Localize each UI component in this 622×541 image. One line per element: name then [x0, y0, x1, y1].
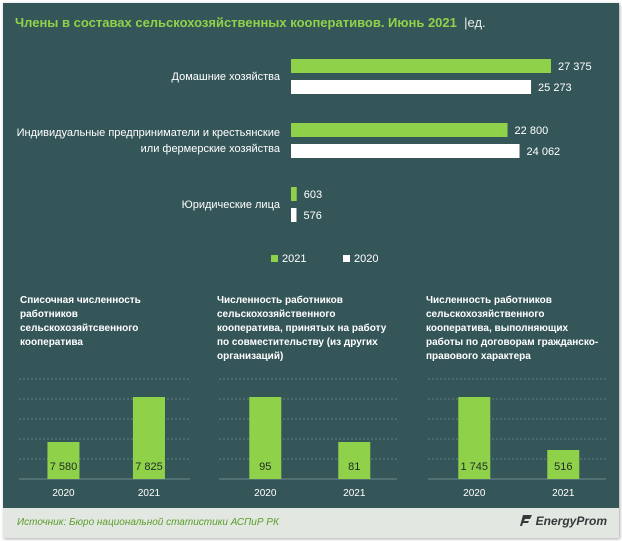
bar-2021-cat-2	[291, 187, 297, 201]
bar-2021-cat-0	[291, 59, 551, 73]
category-label-1-line-0: Индивидуальные предприниматели и крестья…	[17, 127, 280, 139]
subchart-3-bar-2021	[547, 450, 580, 479]
subchart-1-bar-label-2020: 7 580	[50, 461, 78, 473]
subchart-3-title-line-3: работы по договорам гражданско-	[426, 337, 599, 348]
subchart-3-category-2021: 2021	[552, 488, 575, 499]
subchart-2-title-line-1: сельскохозяйственного	[217, 309, 336, 320]
subchart-2-bar-2020	[249, 397, 282, 479]
subchart-2-bar-label-2020: 95	[259, 461, 271, 473]
subchart-3-title-line-4: правового характера	[426, 351, 531, 362]
bar-2020-cat-2	[291, 208, 297, 222]
category-label-0-line-0: Домашние хозяйства	[172, 71, 281, 83]
bar-2020-cat-1	[291, 144, 520, 158]
subchart-1-title-line-0: Списочная численность	[20, 295, 141, 306]
subchart-1-title-line-1: работников	[20, 309, 78, 320]
subchart-2-title-line-0: Численность работников	[217, 295, 343, 306]
bar-2020-cat-0	[291, 80, 532, 94]
subchart-2-title-line-3: по совместительству (из других	[217, 337, 378, 348]
subchart-1-category-2020: 2020	[52, 488, 75, 499]
title-text: Члены в составах сельскохозяйственных ко…	[15, 15, 457, 30]
subchart-3-title-line-0: Численность работников	[426, 295, 552, 306]
bar-label-2021-cat-0: 27 375	[558, 61, 592, 73]
bar-label-2020-cat-2: 576	[303, 210, 321, 222]
subchart-2-title: Численность работников сельскохозяйственн…	[217, 294, 407, 364]
subchart-1-category-2021: 2021	[138, 488, 161, 499]
subchart-2-category-2020: 2020	[254, 488, 277, 499]
category-label-2-line-0: Юридические лица	[182, 199, 281, 211]
footer: Источник: Бюро национальной статистики А…	[3, 508, 619, 538]
bar-label-2020-cat-0: 25 273	[538, 82, 572, 94]
subchart-2-title-line-4: организаций)	[217, 351, 284, 362]
source-text: Источник: Бюро национальной статистики А…	[17, 517, 279, 528]
subchart-1-title-line-2: сельскохозяйтсвенного	[20, 323, 139, 334]
main-chart-svg: 27 375 25 273 Домашние хозяйства 22 800 24 0…	[17, 59, 606, 499]
subchart-1-bar-2020	[47, 442, 80, 479]
subchart-3-title-line-2: кооператива, выполняющих	[426, 323, 569, 334]
subchart-3-bar-label-2021: 516	[554, 461, 572, 473]
subchart-3-bar-2020	[458, 397, 491, 479]
bar-label-2021-cat-1: 22 800	[515, 125, 549, 137]
legend-swatch-2021	[271, 255, 278, 262]
legend-label-2021: 2021	[282, 253, 306, 265]
subchart-3-title: Численность работников сельскохозяйственн…	[426, 294, 616, 364]
subchart-2-bar-label-2021: 81	[348, 461, 360, 473]
bar-label-2020-cat-1: 24 062	[527, 146, 561, 158]
subchart-3-bar-label-2020: 1 745	[461, 461, 489, 473]
category-label-1-line-1: или фермерские хозяйства	[141, 143, 281, 155]
bar-2021-cat-1	[291, 123, 508, 137]
bar-label-2021-cat-2: 603	[304, 189, 322, 201]
brand-text: EnergyProm	[535, 514, 607, 528]
subchart-2-title-line-2: кооператива, принятых на работу	[217, 323, 387, 334]
subchart-2-bar-2021	[338, 442, 371, 479]
subchart-1-bar-2021	[132, 397, 165, 479]
title-unit: |ед.	[460, 15, 486, 30]
energyprom-logo-icon	[519, 515, 532, 526]
subchart-1-title: Списочная численность работников сельскохо…	[20, 294, 200, 350]
subchart-1-bar-label-2021: 7 825	[135, 461, 163, 473]
brand-logo: EnergyProm	[519, 514, 607, 528]
chart-title: Члены в составах сельскохозяйственных ко…	[15, 15, 486, 30]
infographic-panel: Члены в составах сельскохозяйственных ко…	[3, 3, 619, 538]
subchart-1-title-line-3: кооператива	[20, 337, 83, 348]
subchart-3-category-2020: 2020	[463, 488, 486, 499]
subchart-3-title-line-1: сельскохозяйственного	[426, 309, 545, 320]
subchart-2-category-2021: 2021	[343, 488, 366, 499]
legend-label-2020: 2020	[354, 253, 378, 265]
legend-swatch-2020	[343, 255, 350, 262]
